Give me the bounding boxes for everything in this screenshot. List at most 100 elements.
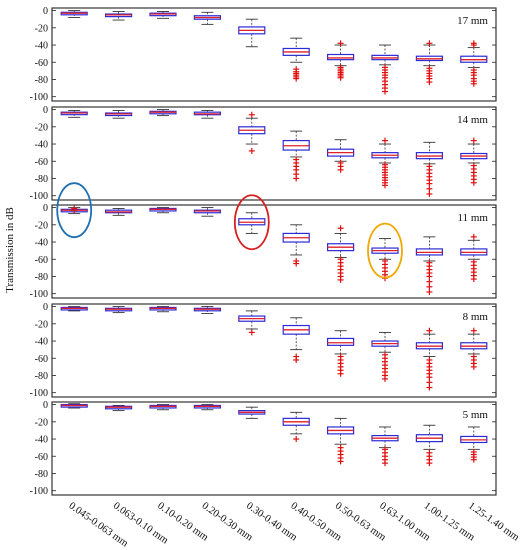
y-tick-label: 0 — [43, 302, 48, 313]
y-tick-label: 0 — [43, 6, 48, 17]
box-10 — [460, 137, 488, 186]
box-1 — [60, 10, 88, 18]
x-tick-labels: 0.045-0.063 mm0.063-0.10 mm0.10-0.20 mm0… — [66, 500, 520, 549]
panel-label: 14 mm — [457, 114, 488, 126]
box-6 — [282, 130, 310, 182]
y-tick-label: -40 — [35, 140, 48, 151]
y-tick-label: -100 — [30, 486, 48, 497]
box-1 — [60, 109, 88, 118]
box-iqr — [327, 337, 355, 346]
y-tick-label: -60 — [35, 157, 48, 168]
box-6 — [282, 411, 310, 443]
box-7 — [327, 40, 355, 81]
box-2 — [104, 109, 133, 119]
box-7 — [327, 417, 355, 465]
y-tick-label: -80 — [35, 174, 48, 185]
box-4 — [193, 404, 221, 411]
box-7 — [327, 330, 355, 377]
box-5 — [238, 310, 266, 336]
box-5 — [238, 18, 266, 48]
y-tick-label: -40 — [35, 41, 48, 52]
box-3 — [149, 404, 177, 411]
y-tick-label: -20 — [35, 417, 48, 428]
box-4 — [193, 207, 221, 217]
y-tick-label: 0 — [43, 105, 48, 116]
box-4 — [193, 11, 221, 25]
box-3 — [149, 306, 177, 313]
box-9 — [415, 40, 443, 86]
box-6 — [282, 37, 310, 82]
panel-14mm: 0 -20 -40 -60 -80 -100 14 mm — [30, 105, 497, 202]
highlight-ellipse — [56, 182, 93, 239]
y-tick-label: 0 — [43, 400, 48, 411]
box-1 — [60, 306, 88, 312]
box-6 — [282, 224, 310, 267]
box-4 — [193, 109, 221, 119]
box-1 — [60, 403, 88, 409]
y-tick-label: -100 — [30, 388, 48, 399]
y-tick-label: -80 — [35, 75, 48, 86]
panel-11mm: 0 -20 -40 -60 -80 -100 11 mm — [30, 203, 497, 300]
panel-label: 17 mm — [457, 15, 488, 27]
box-2 — [104, 306, 133, 314]
panel-frame — [51, 303, 497, 398]
y-tick-label: 0 — [43, 203, 48, 214]
box-5 — [238, 111, 266, 154]
box-2 — [104, 207, 133, 216]
box-4 — [193, 306, 221, 314]
box-8 — [371, 331, 399, 382]
box-7 — [327, 225, 355, 283]
box-8 — [371, 137, 399, 189]
box-9 — [415, 141, 443, 197]
panel-label: 8 mm — [463, 311, 489, 323]
box-6 — [282, 317, 310, 363]
box-9 — [415, 424, 443, 467]
box-iqr — [327, 53, 355, 61]
y-tick-label: -60 — [35, 255, 48, 266]
y-tick-label: -40 — [35, 238, 48, 249]
y-tick-label: -80 — [35, 272, 48, 283]
box-1 — [60, 205, 88, 215]
box-3 — [149, 10, 177, 19]
y-tick-label: -80 — [35, 469, 48, 480]
panel-8mm: 0 -20 -40 -60 -80 -100 8 mm — [30, 302, 497, 399]
box-3 — [149, 207, 177, 214]
panel-label: 11 mm — [458, 212, 489, 224]
box-8 — [371, 426, 399, 467]
y-tick-label: -40 — [35, 337, 48, 348]
panel-17mm: 0 -20 -40 -60 -80 -100 17 mm — [30, 6, 497, 103]
y-tick-label: -20 — [35, 23, 48, 34]
y-tick-label: -100 — [30, 289, 48, 300]
y-tick-label: -100 — [30, 191, 48, 202]
box-5 — [238, 406, 266, 419]
box-2 — [104, 10, 133, 21]
box-9 — [415, 236, 443, 295]
panel-label: 5 mm — [463, 409, 489, 421]
panel-5mm: 0 -20 -40 -60 -80 -100 5 mm — [30, 400, 497, 497]
box-10 — [460, 327, 488, 370]
y-tick-label: -60 — [35, 58, 48, 69]
highlight-ellipse — [367, 222, 403, 279]
y-tick-label: -60 — [35, 452, 48, 463]
box-2 — [104, 404, 133, 412]
box-9 — [415, 327, 443, 391]
box-8 — [371, 44, 399, 95]
box-5 — [238, 212, 266, 234]
box-10 — [460, 426, 488, 463]
panel-frame — [51, 401, 497, 496]
y-tick-label: -20 — [35, 122, 48, 133]
box-7 — [327, 139, 355, 173]
y-tick-label: -60 — [35, 354, 48, 365]
highlight-ellipse — [233, 194, 270, 251]
y-tick-label: -20 — [35, 319, 48, 330]
y-tick-label: -20 — [35, 220, 48, 231]
y-axis-label: Transmission in dB — [4, 207, 16, 293]
y-tick-label: -100 — [30, 92, 48, 103]
y-tick-label: -40 — [35, 435, 48, 446]
panels-group: 0 -20 -40 -60 -80 -100 17 mm 0 -20 -40 -60 -80 -100 1… — [30, 6, 497, 497]
box-3 — [149, 109, 177, 117]
panel-frame — [51, 7, 497, 102]
y-tick-label: -80 — [35, 371, 48, 382]
box-10 — [460, 40, 488, 87]
